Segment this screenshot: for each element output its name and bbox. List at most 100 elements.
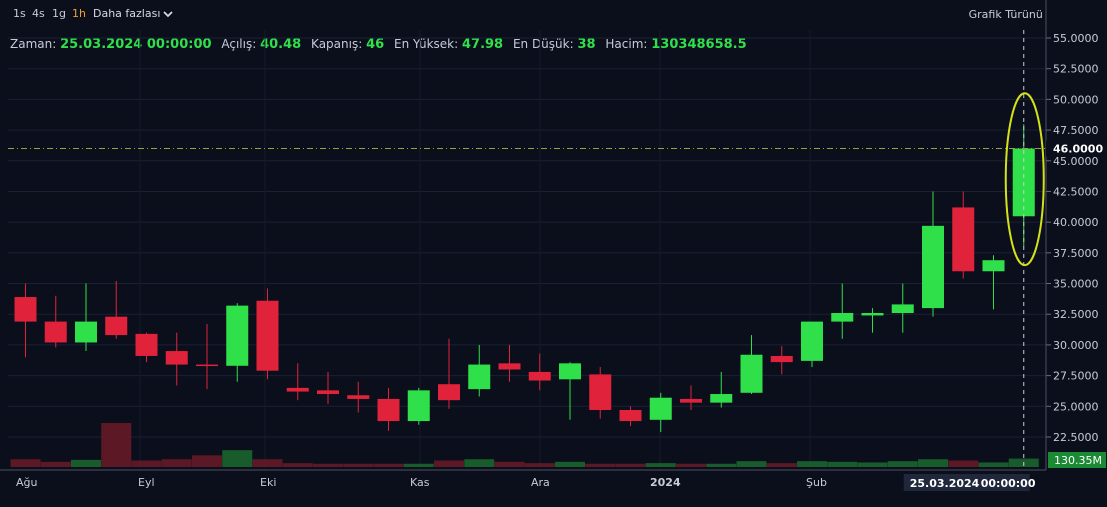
candle-body — [982, 260, 1005, 272]
candle-body — [710, 394, 733, 403]
timeframe-1s[interactable]: 1s — [13, 7, 26, 20]
x-tick-label: Ağu — [16, 476, 37, 489]
price-axis-bg — [1046, 0, 1107, 507]
volume-bar — [706, 463, 737, 467]
volume-bar — [887, 461, 918, 467]
volume-bar — [948, 460, 979, 467]
candle-body — [286, 387, 309, 392]
candle-body — [407, 390, 430, 422]
volume-bar — [736, 461, 767, 467]
candle-body — [75, 321, 97, 343]
candle-body — [44, 321, 67, 343]
volume-bar — [1008, 458, 1039, 467]
volume-bar — [585, 463, 616, 467]
volume-label: Hacim: — [605, 37, 648, 51]
x-tick-label: Kas — [410, 476, 430, 489]
volume-bar — [676, 463, 706, 467]
volume-bar — [71, 459, 101, 467]
x-tick-label: Eki — [260, 476, 276, 489]
y-tick-label: 47.5000 — [1053, 124, 1099, 137]
candle-body — [347, 395, 370, 399]
volume-bar — [857, 462, 888, 467]
candle-body — [589, 374, 612, 410]
candle-body — [196, 364, 218, 367]
candle-body — [891, 304, 914, 314]
y-tick-label: 32.5000 — [1053, 308, 1099, 321]
volume-value: 130348658.5 — [651, 37, 747, 52]
open-value: 40.48 — [260, 37, 302, 52]
y-tick-label: 45.0000 — [1053, 155, 1099, 168]
candle-body — [135, 333, 158, 356]
candle-body — [226, 305, 249, 366]
x-tick-label: Ara — [531, 476, 550, 489]
candle-body — [559, 363, 581, 380]
y-tick-label: 25.0000 — [1053, 400, 1099, 413]
volume-bars — [10, 423, 1039, 467]
volume-bar — [797, 461, 827, 467]
more-timeframes-label: Daha fazlası — [93, 7, 161, 20]
volume-bar — [464, 459, 495, 467]
volume-bar — [252, 459, 283, 467]
current-price-label-bg — [1046, 140, 1107, 157]
timeframe-1h[interactable]: 1h — [72, 7, 86, 20]
timeframe-1g[interactable]: 1g — [52, 7, 66, 20]
candle-body — [952, 207, 975, 272]
candle-body — [801, 321, 823, 361]
close-label: Kapanış: — [311, 37, 363, 51]
highlight-ellipse — [1004, 92, 1045, 267]
low-value: 38 — [577, 37, 596, 52]
x-tick-label: Şub — [806, 476, 827, 489]
volume-bar — [373, 463, 404, 467]
volume-bar — [101, 423, 132, 467]
candle-body — [619, 409, 642, 422]
chart-type-label: Grafik Türünü Seçiniz — [968, 8, 1085, 21]
volume-bar — [313, 463, 343, 467]
candle-body — [377, 398, 400, 422]
candle-body — [256, 300, 279, 371]
candle-body — [498, 363, 521, 370]
time-label: Zaman: — [10, 37, 57, 51]
volume-bar — [978, 462, 1009, 467]
time-value: 25.03.2024 00:00:00 — [60, 37, 212, 52]
timeframe-4s[interactable]: 4s — [32, 7, 45, 20]
close-value: 46 — [366, 37, 385, 52]
candle-body — [468, 364, 491, 390]
volume-bar — [434, 460, 464, 467]
chart-overlay — [8, 30, 1046, 470]
x-tick-label: Eyl — [138, 476, 155, 489]
candle-body — [105, 316, 128, 336]
volume-bar — [524, 463, 555, 467]
candle-body — [922, 225, 944, 309]
price-axis[interactable]: 22.5000 25.0000 27.5000 30.0000 32.5000 35.00… — [1045, 0, 1107, 507]
candle-body — [438, 384, 460, 401]
y-tick-label: 52.5000 — [1053, 63, 1099, 76]
volume-bar — [403, 463, 434, 467]
volume-bar — [494, 461, 525, 467]
candle-body — [528, 371, 551, 381]
candle-body — [861, 313, 884, 316]
low-label: En Düşük: — [512, 37, 574, 51]
more-timeframes-button[interactable]: Daha fazlası — [93, 7, 174, 20]
volume-bar — [192, 455, 222, 467]
candle-body — [831, 313, 854, 322]
volume-bar — [131, 460, 162, 467]
candles — [14, 124, 1035, 433]
chart-type-button[interactable]: Grafik Türünü Seçiniz — [969, 7, 1101, 23]
high-value: 47.98 — [461, 37, 504, 52]
candle-body — [165, 351, 188, 365]
time-axis[interactable]: Ağu Eyl Eki Kas Ara 2024 Şub 25.03.2024 00:00:00 — [0, 469, 1046, 491]
volume-bar — [555, 461, 585, 467]
candle-body — [14, 297, 37, 322]
volume-bar — [40, 461, 71, 467]
candle-body — [1012, 148, 1035, 217]
y-tick-label: 35.0000 — [1053, 278, 1099, 291]
volume-bar — [615, 463, 646, 467]
chevron-down-icon — [163, 11, 174, 18]
ohlc-legend: Zaman: 25.03.2024 00:00:00 Açılış: 40.48… — [10, 37, 753, 52]
current-price-label: 46.0000 — [1053, 142, 1103, 155]
volume-value-badge: 130.35M — [1054, 454, 1102, 467]
volume-bar — [645, 463, 676, 467]
candle-body — [740, 354, 763, 393]
volume-bar — [343, 463, 374, 467]
